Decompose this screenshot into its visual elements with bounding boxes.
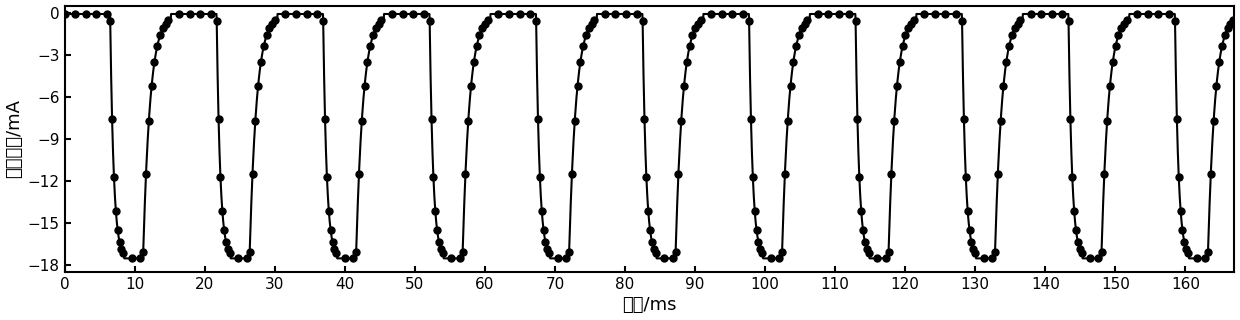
X-axis label: 时间/ms: 时间/ms [622,296,677,315]
Y-axis label: 输出电流/mA: 输出电流/mA [5,100,24,179]
